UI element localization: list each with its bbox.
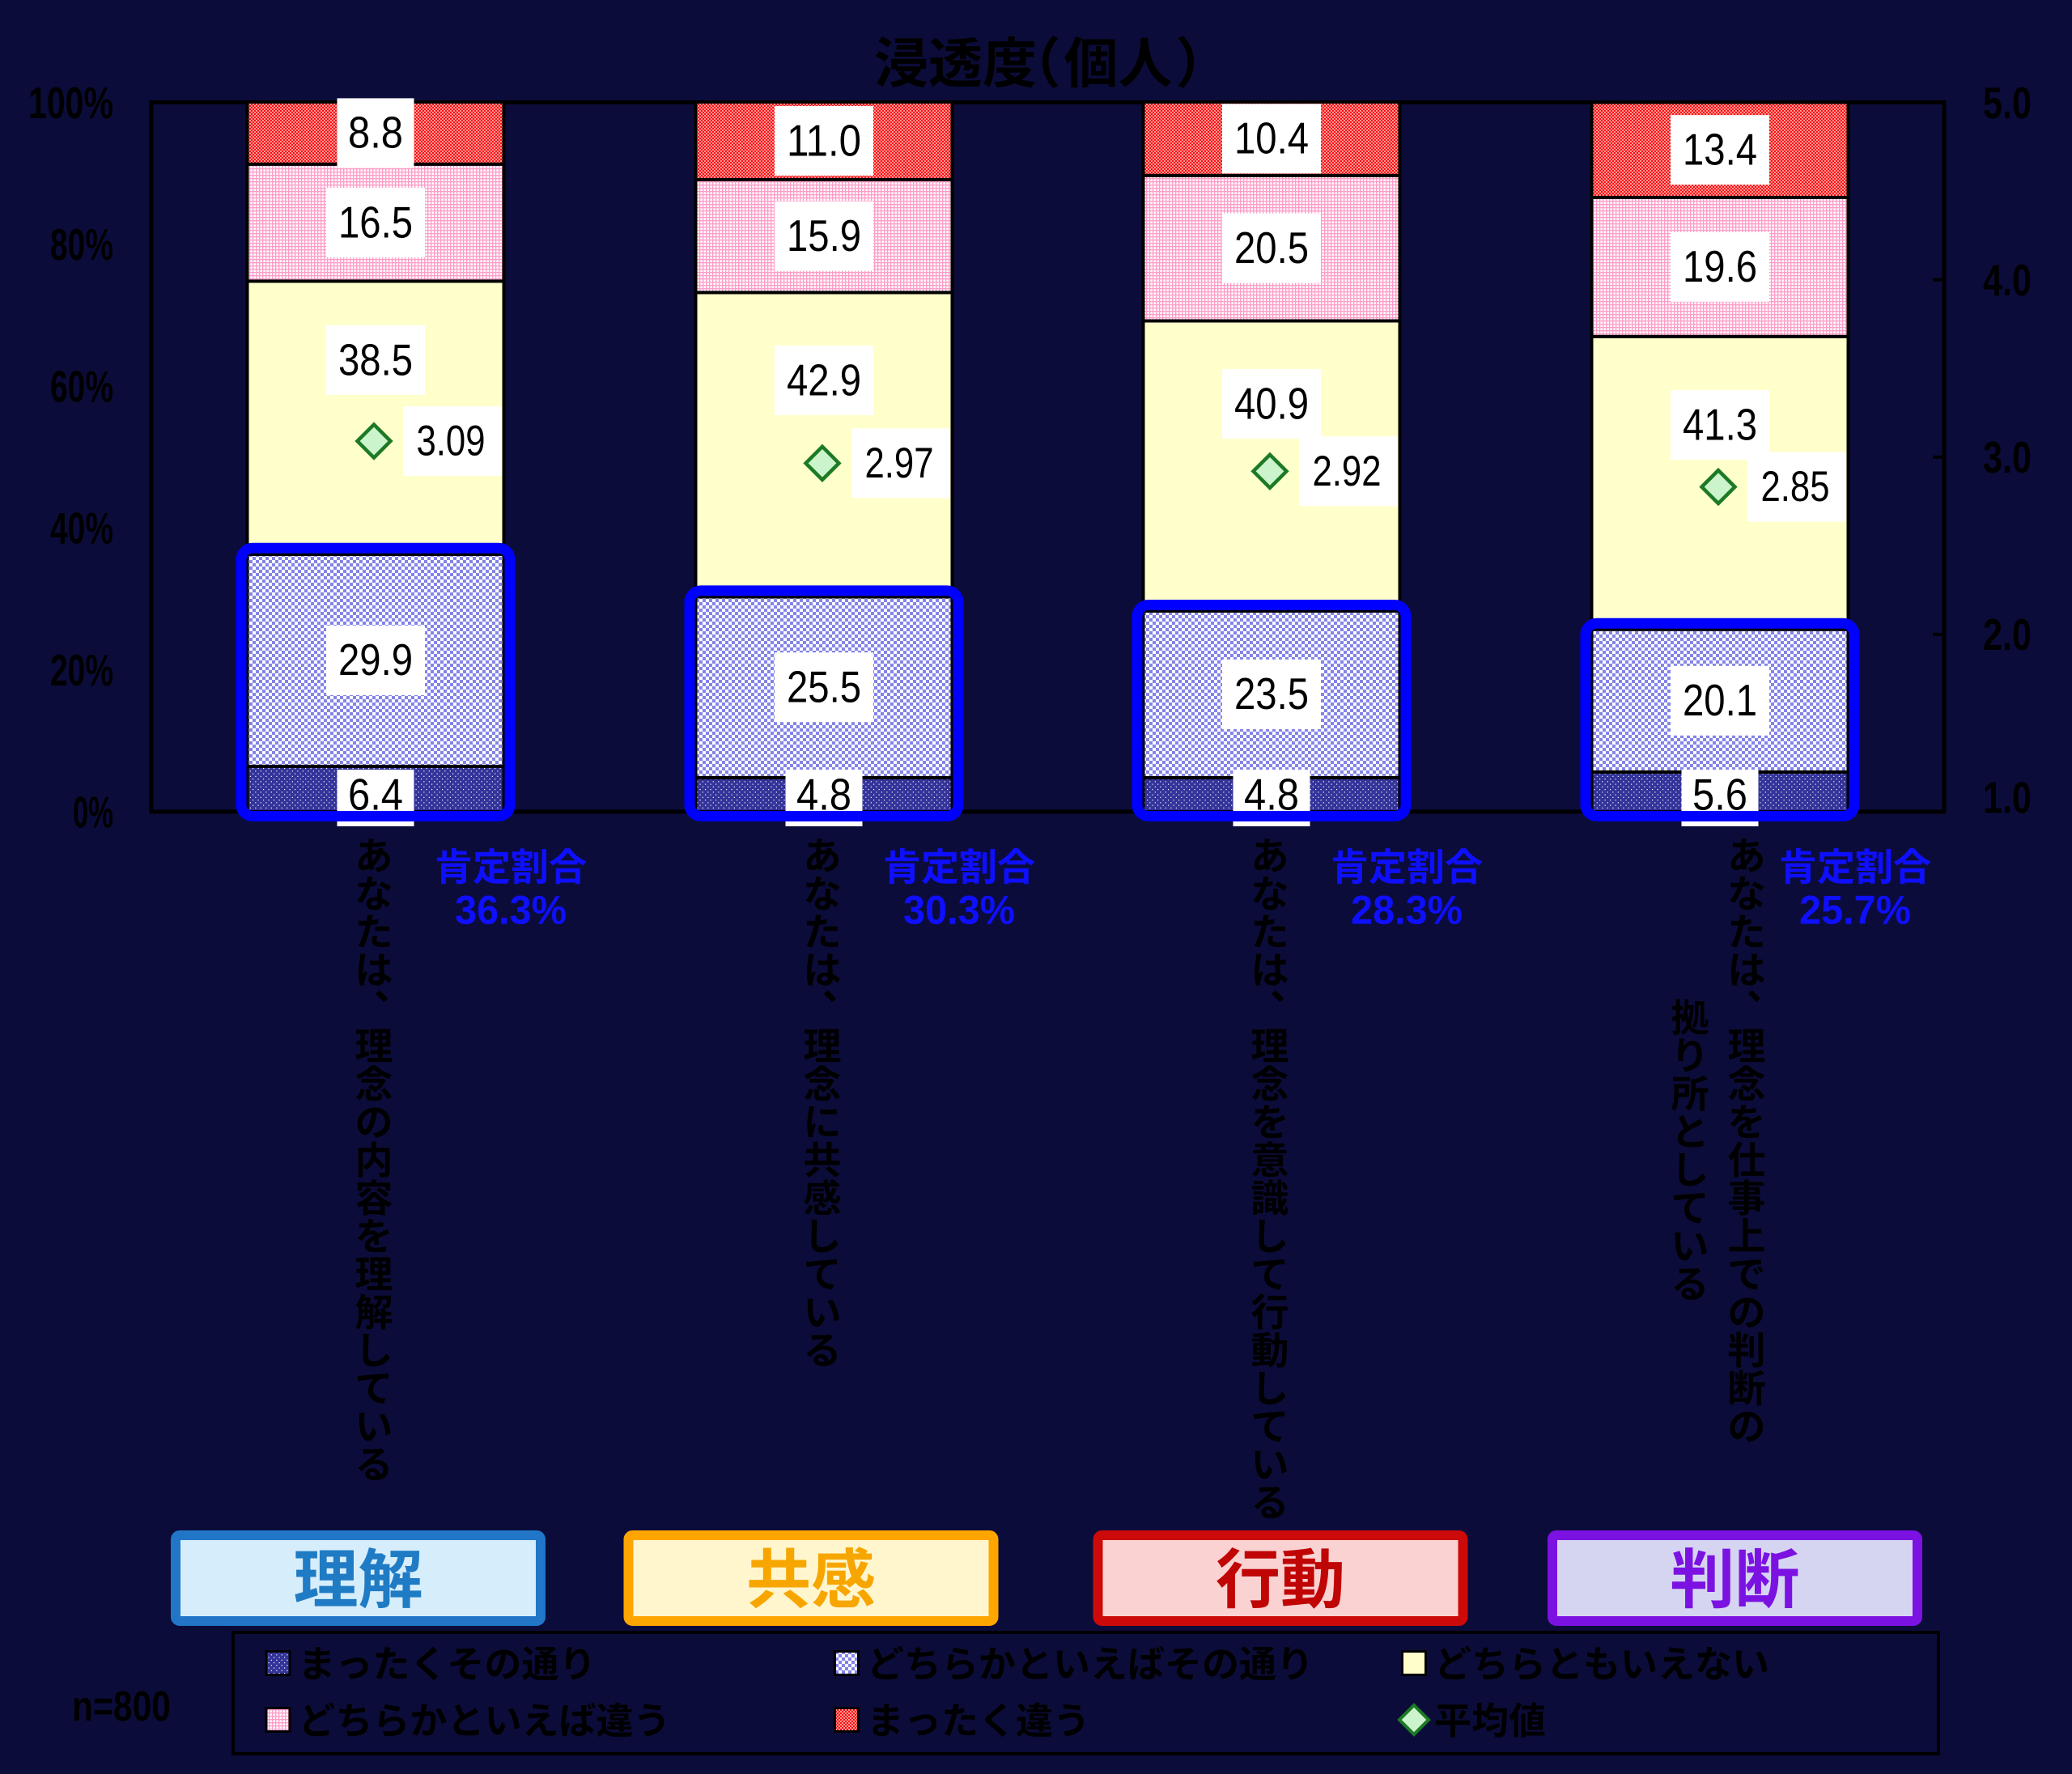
svg-text:2.92: 2.92 — [1313, 448, 1382, 495]
svg-text:25.7%: 25.7% — [1799, 888, 1911, 933]
svg-text:3.0: 3.0 — [1983, 432, 2032, 482]
svg-text:41.3: 41.3 — [1683, 399, 1757, 449]
svg-text:40.9: 40.9 — [1234, 378, 1309, 428]
svg-text:80%: 80% — [50, 219, 113, 269]
svg-text:29.9: 29.9 — [338, 634, 413, 685]
svg-text:n=800: n=800 — [72, 1683, 171, 1730]
svg-text:100%: 100% — [28, 78, 113, 128]
svg-text:42.9: 42.9 — [787, 354, 861, 405]
svg-text:5.6: 5.6 — [1692, 769, 1747, 819]
svg-text:4.0: 4.0 — [1983, 255, 2032, 305]
svg-text:38.5: 38.5 — [338, 334, 413, 384]
svg-text:10.4: 10.4 — [1234, 113, 1309, 163]
svg-text:2.85: 2.85 — [1761, 463, 1830, 511]
svg-text:20.1: 20.1 — [1683, 675, 1757, 725]
svg-text:40%: 40% — [50, 503, 113, 554]
svg-text:20%: 20% — [50, 645, 113, 695]
svg-text:20.5: 20.5 — [1234, 223, 1309, 273]
svg-text:19.6: 19.6 — [1683, 241, 1757, 291]
svg-text:5.0: 5.0 — [1983, 78, 2032, 128]
svg-text:60%: 60% — [50, 361, 113, 411]
svg-text:4.8: 4.8 — [796, 769, 851, 819]
svg-text:3.09: 3.09 — [417, 418, 486, 465]
svg-text:6.4: 6.4 — [348, 769, 403, 819]
svg-text:28.3%: 28.3% — [1351, 888, 1463, 933]
svg-text:36.3%: 36.3% — [455, 888, 567, 933]
svg-text:25.5: 25.5 — [787, 661, 861, 711]
svg-text:11.0: 11.0 — [787, 115, 861, 165]
svg-text:15.9: 15.9 — [787, 210, 861, 261]
svg-text:16.5: 16.5 — [338, 197, 413, 247]
svg-text:23.5: 23.5 — [1234, 668, 1309, 719]
svg-text:30.3%: 30.3% — [903, 888, 1015, 933]
svg-text:8.8: 8.8 — [348, 108, 403, 158]
svg-text:4.8: 4.8 — [1244, 769, 1299, 819]
svg-text:0%: 0% — [73, 787, 113, 837]
svg-text:2.97: 2.97 — [865, 439, 934, 487]
svg-text:13.4: 13.4 — [1683, 124, 1757, 174]
svg-text:2.0: 2.0 — [1983, 609, 2032, 660]
svg-text:1.0: 1.0 — [1983, 772, 2032, 822]
